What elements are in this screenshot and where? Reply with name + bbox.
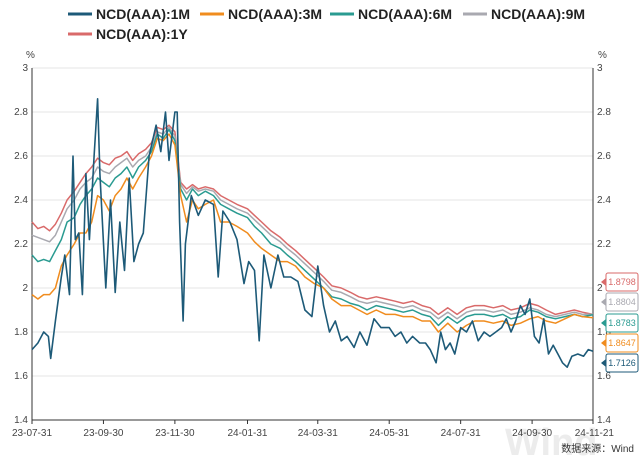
legend-label: NCD(AAA):1M [96, 6, 190, 22]
y-tick-label-right: 1.8 [597, 327, 611, 338]
y-unit-right: % [598, 50, 607, 61]
end-label: 1.7126 [601, 353, 639, 373]
y-tick-label-right: 1.4 [597, 415, 611, 426]
y-tick-label-left: 2.6 [14, 151, 28, 162]
grid-lines [32, 67, 593, 421]
legend: NCD(AAA):1M NCD(AAA):3M NCD(AAA):6M NCD(AAA… [68, 6, 585, 42]
series-group [31, 98, 594, 368]
axes: 1.4 1.4 1.6 1.6 1.8 1.8 2 2 2.2 2.2 2.4 2.4 2.6 2.6 2.… [12, 63, 614, 439]
end-label-value: 1.8647 [608, 338, 636, 348]
x-tick-label: 23-11-30 [155, 428, 195, 439]
series-line [31, 126, 594, 320]
end-labels: 1.7126 1.8647 1.8783 1.8804 1.8798 [601, 272, 639, 373]
end-label: 1.8783 [601, 313, 639, 333]
y-tick-label-left: 2.8 [14, 107, 28, 118]
end-label-pointer [601, 298, 606, 306]
watermark-text: Wind [505, 422, 598, 458]
series-line [31, 133, 594, 333]
y-unit-left: % [26, 50, 35, 61]
y-tick-label-left: 2.4 [14, 195, 28, 206]
x-tick-label: 24-07-31 [441, 428, 481, 439]
source-note: 数据来源：Wind [561, 442, 634, 455]
end-label-value: 1.7126 [608, 358, 636, 368]
y-tick-label-right: 2 [597, 283, 603, 294]
series-line [31, 98, 594, 368]
series-line [31, 128, 594, 327]
y-tick-label-left: 1.6 [14, 371, 28, 382]
series-line [31, 124, 594, 316]
y-tick-label-right: 2.6 [597, 151, 611, 162]
legend-label: NCD(AAA):9M [491, 6, 585, 22]
legend-label: NCD(AAA):1Y [96, 26, 188, 42]
x-tick-label: 24-05-31 [369, 428, 409, 439]
legend-label: NCD(AAA):3M [228, 6, 322, 22]
x-tick-label: 24-03-31 [298, 428, 338, 439]
y-tick-label-left: 2.2 [14, 239, 28, 250]
y-tick-label-right: 3 [597, 63, 603, 74]
x-tick-label: 23-07-31 [12, 428, 52, 439]
end-label-pointer [601, 278, 606, 286]
y-tick-label-left: 1.8 [14, 327, 28, 338]
x-tick-label: 23-09-30 [83, 428, 123, 439]
y-tick-label-left: 1.4 [14, 415, 28, 426]
x-tick-label: 24-09-30 [512, 428, 552, 439]
end-label-value: 1.8783 [608, 318, 636, 328]
y-tick-label-right: 2.4 [597, 195, 611, 206]
y-tick-label-left: 3 [22, 63, 28, 74]
end-label-pointer [601, 319, 606, 327]
end-label-pointer [601, 339, 606, 347]
x-tick-label: 24-11-21 [575, 428, 615, 439]
end-label-value: 1.8804 [608, 297, 636, 307]
y-tick-label-left: 2 [22, 283, 28, 294]
end-label-value: 1.8798 [608, 277, 636, 287]
y-tick-label-right: 2.2 [597, 239, 611, 250]
end-label: 1.8804 [601, 292, 639, 312]
y-tick-label-right: 2.8 [597, 107, 611, 118]
end-label-pointer [601, 359, 606, 367]
legend-label: NCD(AAA):6M [358, 6, 452, 22]
y-tick-label-right: 1.6 [597, 371, 611, 382]
end-label: 1.8647 [601, 333, 639, 353]
x-tick-label: 24-01-31 [227, 428, 267, 439]
end-label: 1.8798 [601, 272, 639, 292]
